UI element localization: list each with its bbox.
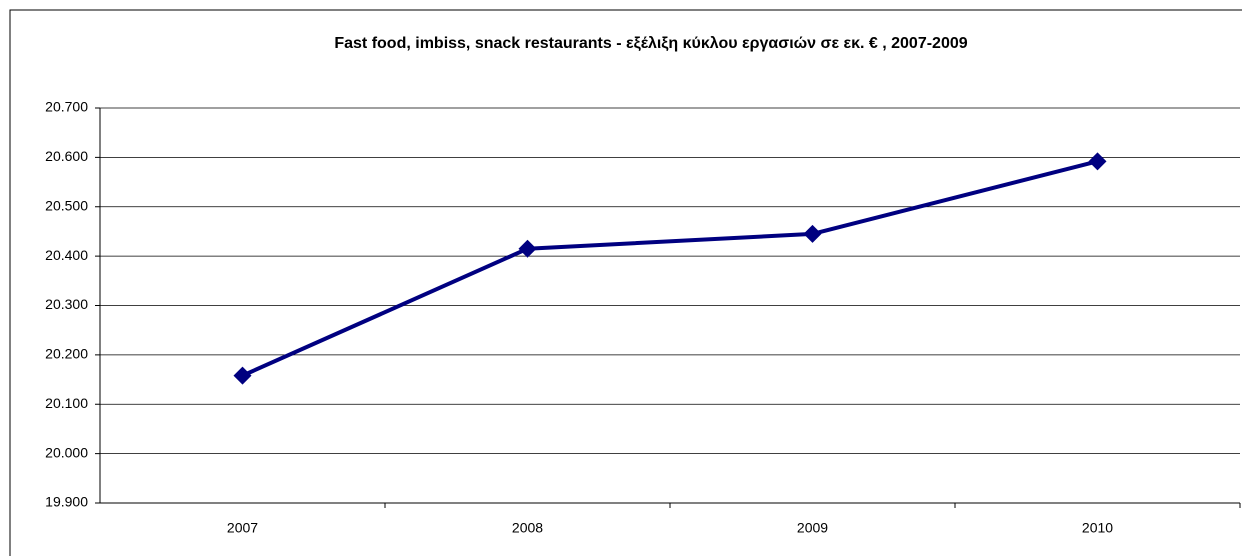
x-tick-label: 2007 (227, 520, 258, 536)
x-tick-label: 2010 (1082, 520, 1113, 536)
y-tick-label: 20.500 (45, 197, 88, 213)
y-tick-label: 20.000 (45, 444, 88, 460)
marker (1088, 152, 1107, 171)
series-line (241, 159, 1098, 378)
y-tick-label: 20.300 (45, 296, 88, 312)
marker (233, 366, 252, 385)
y-tick-label: 20.100 (45, 395, 88, 411)
marker (803, 224, 822, 243)
chart-title: Fast food, imbiss, snack restaurants - ε… (334, 35, 967, 52)
marker (518, 239, 537, 258)
y-tick-label: 20.700 (45, 99, 88, 115)
x-tick-label: 2009 (797, 520, 828, 536)
chart-frame (9, 9, 1242, 556)
y-tick-label: 20.600 (45, 148, 88, 164)
y-tick-label: 20.200 (45, 346, 88, 362)
y-tick-label: 20.400 (45, 247, 88, 263)
y-tick-label: 19.900 (45, 494, 88, 510)
x-tick-label: 2008 (512, 520, 543, 536)
